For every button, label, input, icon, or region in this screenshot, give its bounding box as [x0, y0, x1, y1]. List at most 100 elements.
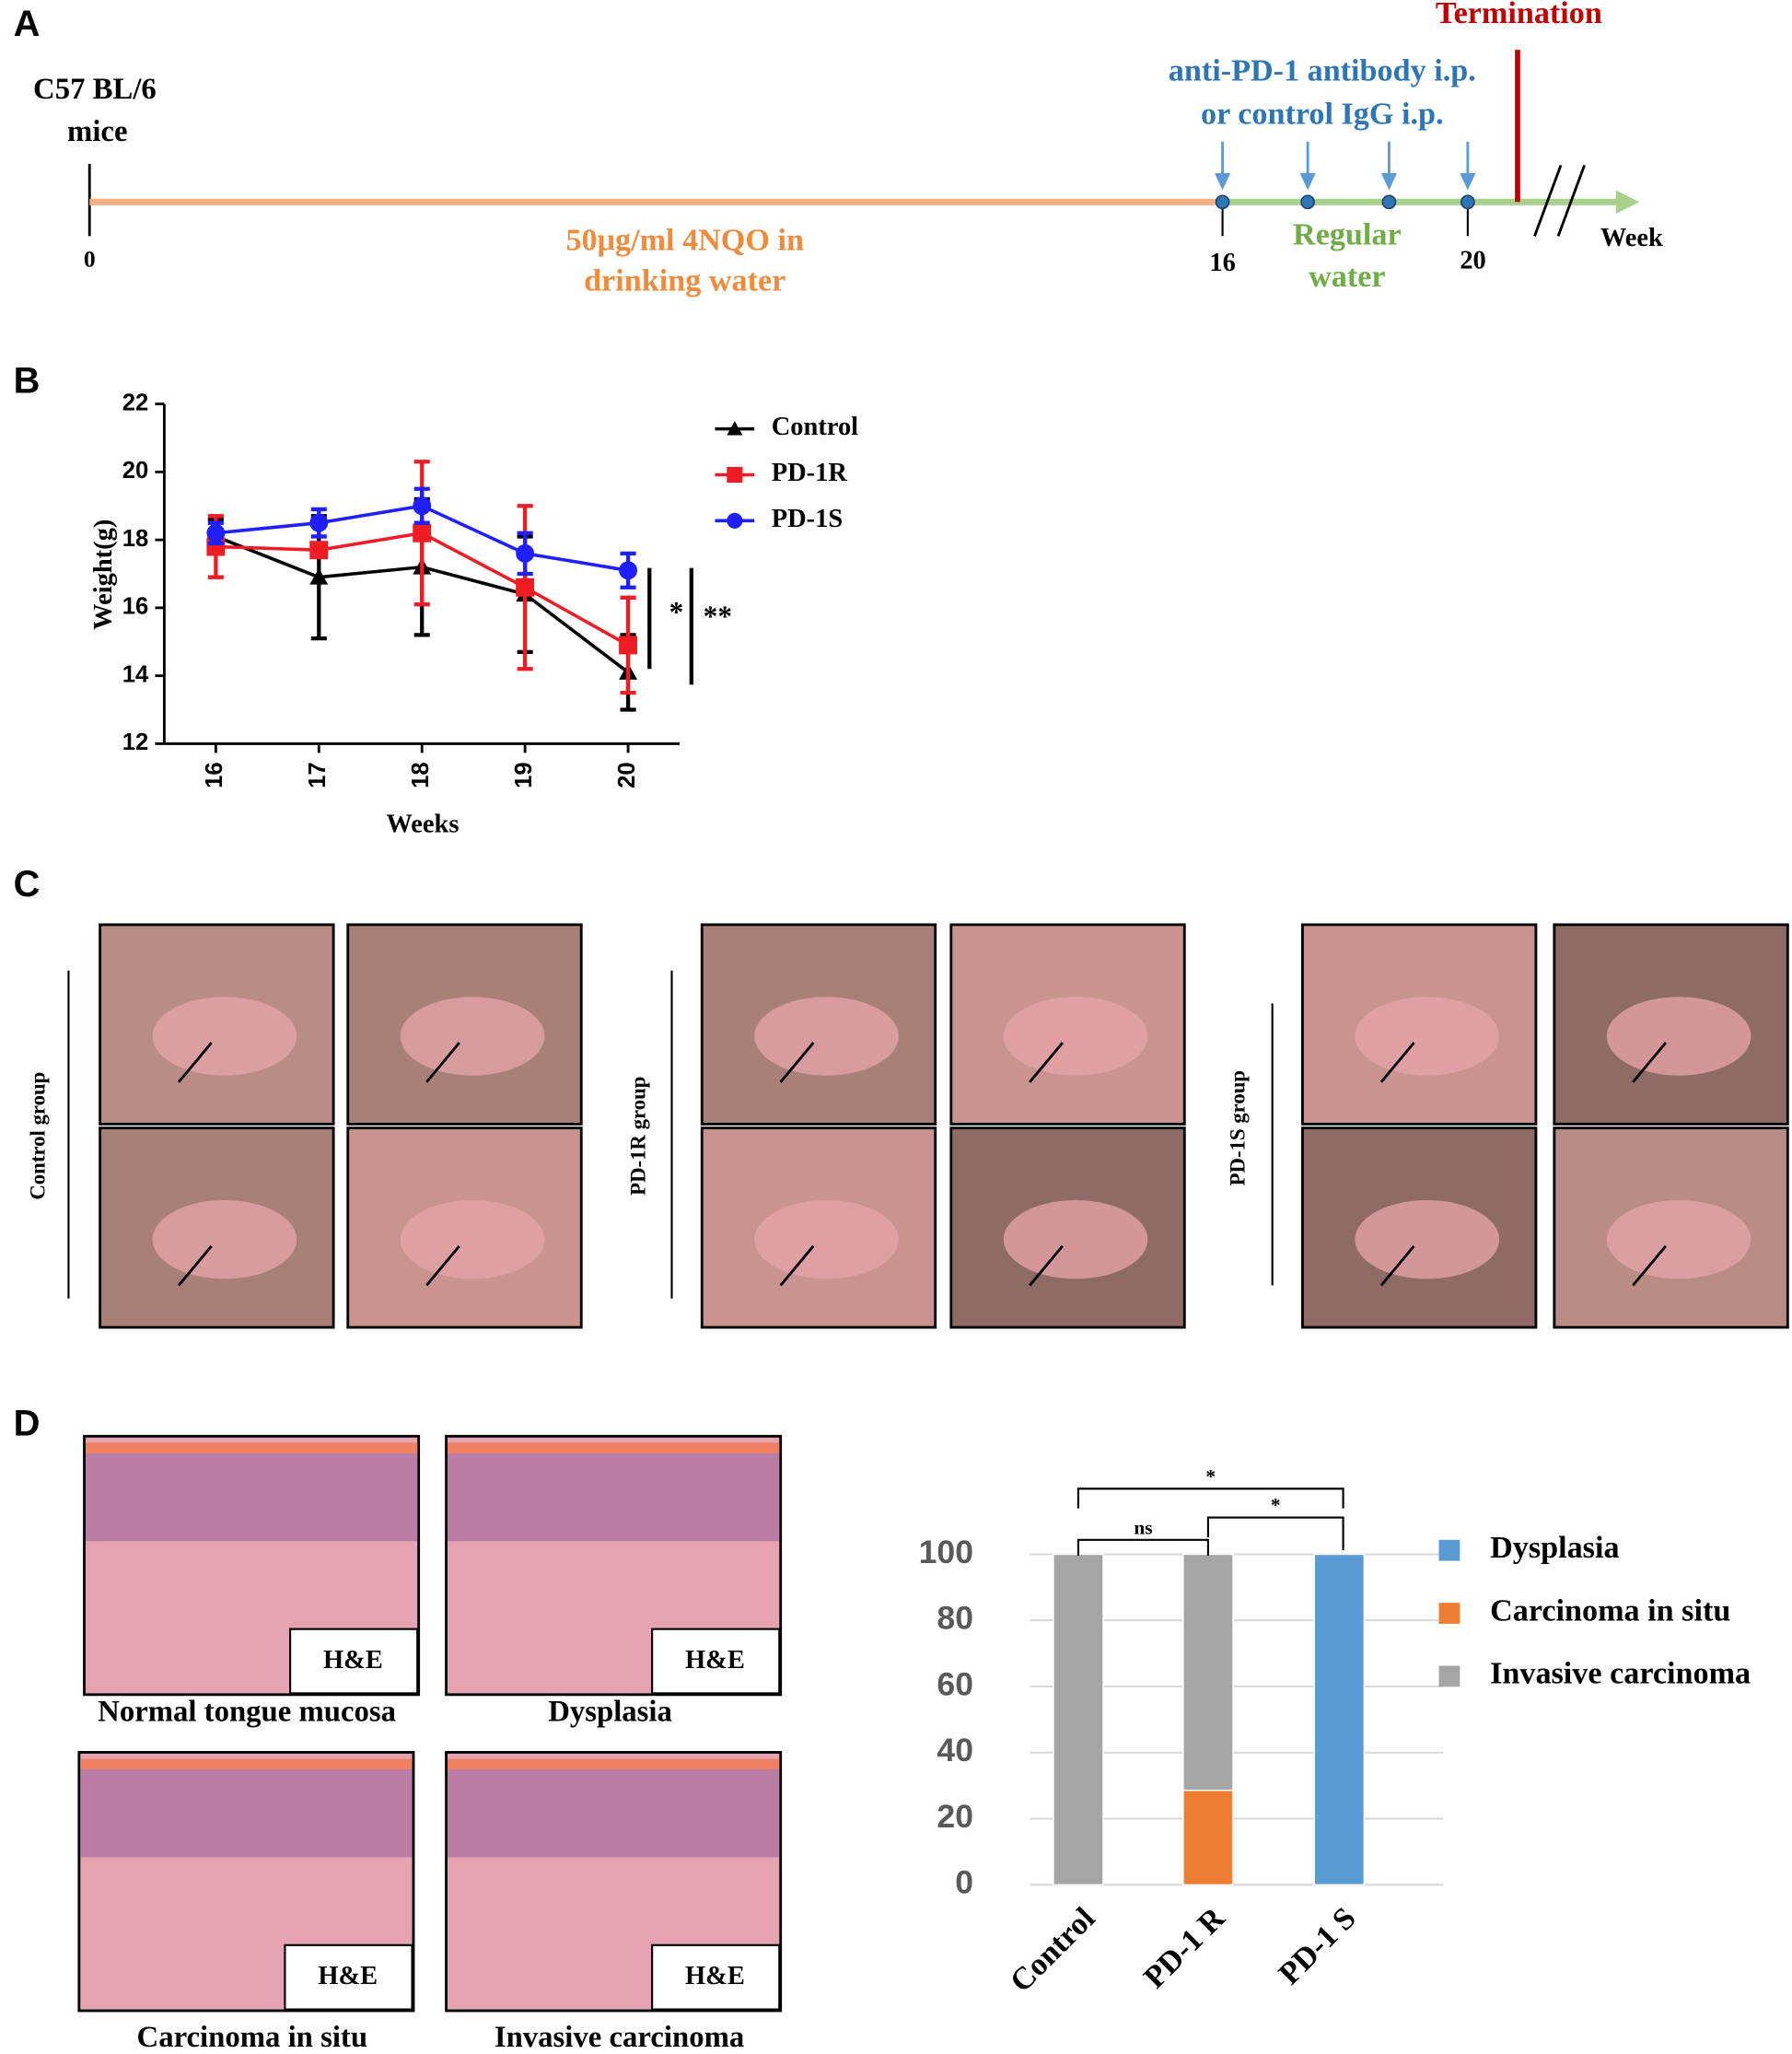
legend-label: PD-1S [772, 505, 844, 533]
photo-arrow [425, 1244, 460, 1287]
marker [309, 567, 329, 585]
photo-detail [152, 997, 297, 1076]
photo-arrow [779, 1244, 815, 1287]
x-tick-label: PD-1 S [1273, 1901, 1363, 1991]
stain-label: H&E [323, 1646, 383, 1675]
legend-label: PD-1R [772, 459, 848, 487]
photo-detail [1606, 1199, 1751, 1279]
y-tick-label: 14 [122, 661, 149, 687]
legend-swatch [1438, 1603, 1460, 1624]
label: or control IgG i.p. [1201, 98, 1443, 132]
stain-label: H&E [685, 1962, 745, 1990]
photo-arrow [177, 1042, 213, 1083]
photo-detail [1606, 997, 1751, 1076]
histology-surface [447, 1758, 780, 1769]
marker [413, 523, 432, 543]
photo-arrow [1632, 1042, 1667, 1083]
y-tick-label: 100 [919, 1534, 973, 1570]
marker [206, 523, 226, 543]
time-dot [1381, 194, 1397, 210]
x-axis-title: Weeks [386, 811, 459, 839]
caption: Carcinoma in situ [137, 2021, 368, 2054]
bar-segment [1182, 1789, 1234, 1886]
y-tick-label: 80 [937, 1600, 973, 1637]
label: drinking water [584, 263, 785, 298]
stain-box [651, 1943, 781, 2011]
bar-segment [1053, 1553, 1104, 1886]
stain-box [284, 1943, 413, 2011]
histology-epithelium [447, 1765, 780, 1858]
photo-arrow [1632, 1244, 1667, 1287]
photo-arrow [1379, 1244, 1415, 1287]
marker [309, 541, 329, 560]
label: water [1309, 260, 1385, 294]
photo-detail [1355, 997, 1500, 1076]
y-tick-label: 40 [937, 1732, 973, 1768]
x-tick-label: 17 [305, 762, 331, 788]
group-label: Control group [26, 1072, 49, 1200]
bar-segment [1182, 1553, 1234, 1791]
x-tick-label: PD-1 R [1137, 1901, 1231, 1995]
stain-box [651, 1628, 781, 1695]
label: 16 [1209, 249, 1235, 277]
y-axis-title: Weight(g) [89, 519, 118, 630]
x-tick-label: 16 [202, 762, 227, 788]
significance: * [1271, 1494, 1281, 1516]
photo-arrow [425, 1042, 460, 1083]
x-tick-label: 19 [511, 762, 537, 788]
x-tick-label: Control [1004, 1901, 1101, 1999]
panel-letter: A [14, 4, 41, 44]
marker [727, 421, 743, 436]
marker [727, 466, 743, 484]
x-tick-label: 18 [408, 762, 434, 788]
photo-detail [754, 997, 899, 1076]
label: mice [67, 115, 127, 148]
time-dot [1460, 194, 1475, 210]
photo [1553, 923, 1789, 1126]
photo-arrow [177, 1244, 213, 1287]
y-tick-label: 18 [122, 526, 149, 552]
time-dot [1215, 194, 1230, 210]
photo-arrow [779, 1042, 815, 1083]
histology-epithelium [85, 1449, 418, 1542]
legend-label: Invasive carcinoma [1490, 1657, 1751, 1691]
y-tick-label: 0 [955, 1864, 973, 1901]
panel-letter: C [14, 864, 41, 904]
legend-swatch [1438, 1665, 1460, 1687]
marker [413, 496, 432, 516]
photo-arrow [1029, 1042, 1064, 1083]
photo-arrow [1029, 1244, 1064, 1287]
significance: * [669, 596, 684, 628]
histology-surface [80, 1758, 413, 1769]
label: 50μg/ml 4NQO in [565, 223, 803, 257]
y-tick-label: 20 [937, 1798, 973, 1835]
injection-arrow [1460, 172, 1476, 191]
marker [619, 561, 638, 580]
label: Regular [1293, 218, 1402, 252]
photo-detail [1355, 1199, 1500, 1279]
group-label: PD-1S group [1226, 1070, 1249, 1185]
stain-label: H&E [685, 1646, 745, 1675]
marker [516, 578, 535, 597]
break [1556, 164, 1586, 237]
y-tick-label: 60 [937, 1665, 973, 1702]
y-tick-label: 12 [122, 729, 149, 755]
label: C57 BL/6 [33, 73, 157, 106]
histology-epithelium [447, 1449, 780, 1542]
photo [949, 1126, 1186, 1329]
sig-bracket [1206, 1516, 1344, 1551]
label: 20 [1460, 246, 1485, 274]
legend-swatch [1438, 1539, 1460, 1561]
histology-epithelium [80, 1765, 413, 1858]
bar-segment [1313, 1553, 1366, 1886]
photo-detail [1003, 997, 1148, 1076]
injection-arrow [1380, 172, 1397, 191]
injection-arrow [1215, 172, 1231, 191]
marker [516, 543, 535, 563]
marker [727, 512, 743, 529]
label: Termination [1436, 0, 1602, 30]
y-tick-label: 22 [122, 390, 149, 415]
caption: Invasive carcinoma [495, 2021, 744, 2054]
photo-detail [1003, 1199, 1148, 1279]
